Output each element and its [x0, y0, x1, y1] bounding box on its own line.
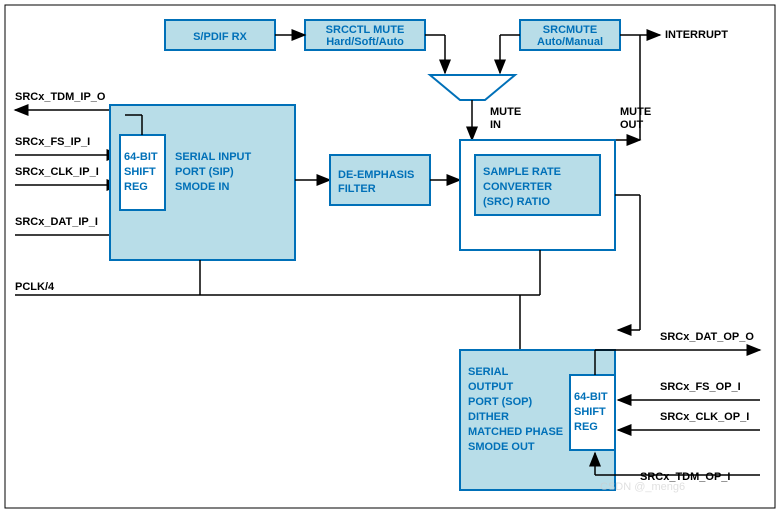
deemph-l2: FILTER [338, 183, 376, 195]
shift-reg-out-l2: SHIFT [574, 406, 606, 418]
mute-out-l1: MUTE [620, 106, 651, 118]
sop-l3: PORT (SOP) [468, 396, 533, 408]
srcx-tdm-ip-o-label: SRCx_TDM_IP_O [15, 91, 106, 103]
src-l1: SAMPLE RATE [483, 166, 561, 178]
shift-reg-out-l3: REG [574, 421, 598, 433]
srcx-clk-op-i-label: SRCx_CLK_OP_I [660, 411, 749, 423]
sop-l5: MATCHED PHASE [468, 426, 563, 438]
shift-reg-in-l2: SHIFT [124, 166, 156, 178]
shift-reg-in-l3: REG [124, 181, 148, 193]
block-diagram: S/PDIF RX SRCCTL MUTE Hard/Soft/Auto SRC… [0, 0, 781, 514]
src-l3: (SRC) RATIO [483, 196, 550, 208]
srcx-fs-op-i-label: SRCx_FS_OP_I [660, 381, 741, 393]
sop-l4: DITHER [468, 411, 509, 423]
srcx-clk-ip-i-label: SRCx_CLK_IP_I [15, 166, 99, 178]
mute-in-l2: IN [490, 119, 501, 131]
srcctl-mute-l1: SRCCTL MUTE [326, 24, 405, 36]
interrupt-label: INTERRUPT [665, 29, 728, 41]
mux-trapezoid [430, 75, 515, 100]
sip-l3: SMODE IN [175, 181, 229, 193]
sip-l2: PORT (SIP) [175, 166, 234, 178]
spdif-rx-label: S/PDIF RX [193, 31, 247, 43]
mute-out-l2: OUT [620, 119, 644, 131]
shift-reg-in-l1: 64-BIT [124, 151, 158, 163]
srcx-dat-ip-i-label: SRCx_DAT_IP_I [15, 216, 98, 228]
src-l2: CONVERTER [483, 181, 552, 193]
srcctl-mute-l2: Hard/Soft/Auto [326, 36, 404, 48]
deemph-l1: DE-EMPHASIS [338, 169, 414, 181]
mute-in-l1: MUTE [490, 106, 521, 118]
srcmute-l2: Auto/Manual [537, 36, 603, 48]
srcx-fs-ip-i-label: SRCx_FS_IP_I [15, 136, 90, 148]
pclk4-label: PCLK/4 [15, 281, 55, 293]
watermark: CSDN @_meng6 [600, 481, 685, 493]
sop-l6: SMODE OUT [468, 441, 535, 453]
sop-l2: OUTPUT [468, 381, 514, 393]
shift-reg-out-l1: 64-BIT [574, 391, 608, 403]
srcmute-l1: SRCMUTE [543, 24, 597, 36]
sip-l1: SERIAL INPUT [175, 151, 251, 163]
srcx-dat-op-o-label: SRCx_DAT_OP_O [660, 331, 754, 343]
sop-l1: SERIAL [468, 366, 509, 378]
